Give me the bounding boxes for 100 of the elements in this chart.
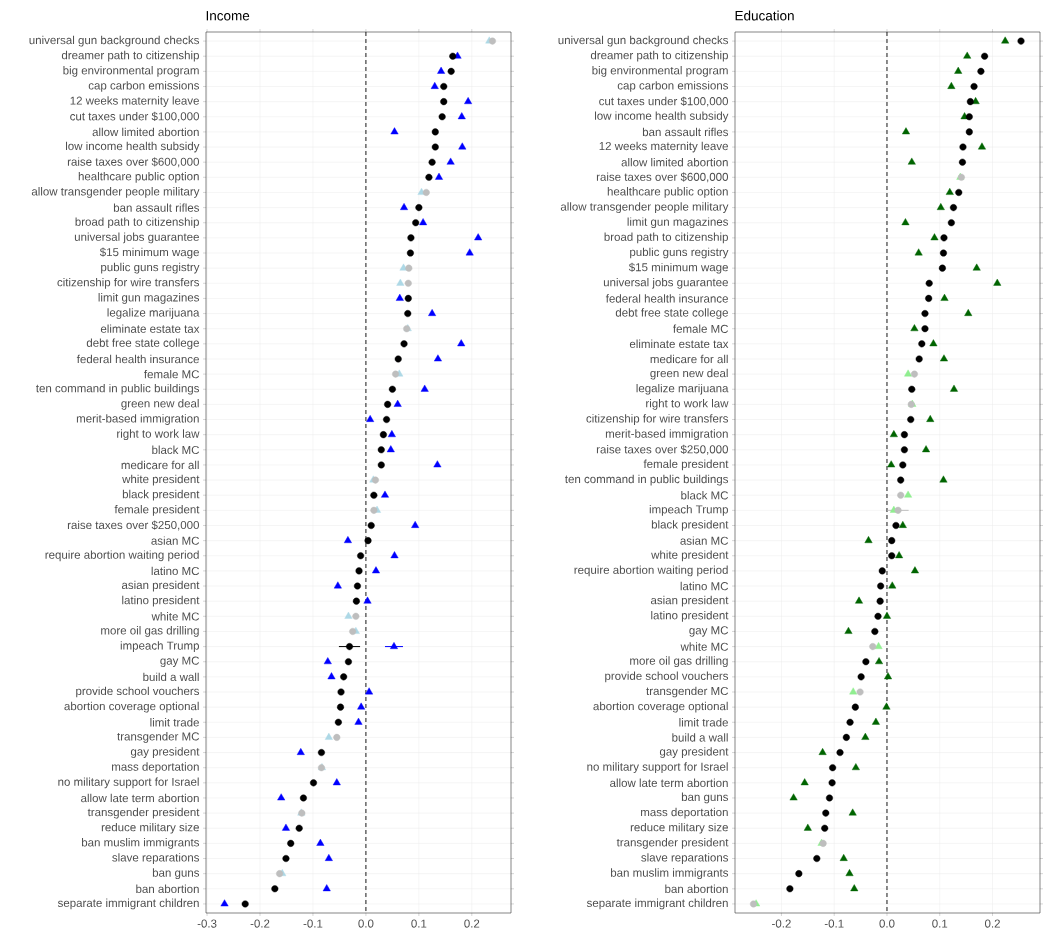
y-tick-label: latino MC [151,566,200,576]
y-tick-label: low income health subsidy [66,141,200,153]
y-tick-label: limit trade [150,718,199,727]
y-tick-label: universal gun background checks [558,35,729,47]
y-tick-label: raise taxes over $600,000 [596,172,729,183]
y-tick-label: mass deportation [112,762,199,774]
y-tick-label: ban guns [681,792,729,804]
y-tick-label: ban abortion [665,884,728,894]
y-tick-label: raise taxes over $250,000 [596,444,729,455]
x-tick-label: 0.0 [358,919,374,928]
x-tick-label: -0.1 [824,919,844,928]
y-tick-label: citizenship for wire transfers [57,277,200,289]
y-tick-label: require abortion waiting period [574,565,728,577]
y-tick-label: big environmental program [63,66,199,77]
y-tick-label: ban muslim immigrants [611,868,729,880]
x-tick-label: -0.2 [772,919,791,928]
y-tick-label: public guns registry [101,262,200,274]
y-tick-label: ban abortion [136,884,199,894]
y-tick-label: require abortion waiting period [45,550,199,562]
y-tick-label: 12 weeks maternity leave [599,141,728,153]
y-tick-label: white president [122,474,200,486]
y-tick-label: separate immigrant children [57,898,199,910]
y-tick-label: federal health insurance [76,354,199,364]
y-tick-label: healthcare public option [607,187,728,198]
y-tick-label: more oil gas drilling [101,626,199,637]
y-tick-label: $15 minimum wage [628,262,728,274]
y-tick-label: legalize marijuana [107,308,200,319]
y-tick-label: reduce military size [630,822,728,834]
y-tick-label: raise taxes over $250,000 [67,520,200,531]
y-tick-label: impeach Trump [649,504,728,516]
y-tick-label: female MC [144,369,200,379]
y-tick-label: build a wall [143,672,199,682]
y-tick-label: asian president [650,595,729,607]
y-tick-label: green new deal [650,368,728,380]
y-tick-label: healthcare public option [78,171,199,183]
y-tick-label: medicare for all [121,460,199,470]
y-tick-label: ban assault rifles [113,203,200,212]
y-tick-label: legalize marijuana [636,383,729,395]
y-tick-label: eliminate estate tax [100,324,200,333]
y-tick-label: allow late term abortion [610,778,728,788]
chart-title: Income [206,11,250,21]
y-tick-label: build a wall [672,733,728,742]
x-tick-label: -0.1 [303,919,323,928]
x-tick-label: 0.2 [984,919,1000,928]
y-tick-label: latino president [651,610,729,622]
y-tick-label: abortion coverage optional [593,701,728,713]
y-tick-label: limit gun magazines [98,293,200,304]
x-tick-label: -0.3 [197,919,217,928]
y-tick-label: right to work law [117,429,200,441]
y-tick-label: broad path to citizenship [604,232,728,244]
x-tick-label: 0.1 [411,919,427,928]
y-tick-label: allow late term abortion [81,793,199,803]
y-tick-label: allow transgender people military [31,187,200,198]
y-tick-label: dreamer path to citizenship [61,50,199,62]
y-tick-label: allow limited abortion [92,127,199,137]
x-tick-label: 0.1 [932,919,948,928]
y-tick-label: raise taxes over $600,000 [67,157,200,168]
y-tick-label: transgender president [616,838,729,849]
y-tick-label: female president [643,459,729,471]
y-tick-label: right to work law [646,399,729,410]
x-tick-label: 0.0 [879,919,895,928]
y-tick-label: white MC [151,612,200,621]
y-tick-label: asian president [121,580,200,592]
y-tick-label: ban muslim immigrants [81,838,200,849]
y-tick-label: asian MC [151,536,200,545]
y-tick-label: no military support for Israel [587,762,728,774]
y-tick-label: citizenship for wire transfers [586,414,729,425]
y-tick-label: cut taxes under $100,000 [70,111,200,122]
y-tick-label: slave reparations [112,853,200,864]
y-tick-label: female president [114,504,200,516]
y-tick-label: cap carbon emissions [88,81,200,92]
y-tick-label: universal jobs guarantee [603,277,728,289]
y-tick-label: black president [651,520,729,531]
y-tick-label: black president [122,489,200,501]
y-tick-label: allow limited abortion [621,157,728,167]
y-tick-label: asian MC [680,536,729,545]
y-tick-label: low income health subsidy [595,111,729,123]
y-tick-label: cap carbon emissions [617,81,729,92]
y-tick-label: ten command in public buildings [36,383,200,395]
y-tick-label: cut taxes under $100,000 [599,96,729,107]
y-tick-label: separate immigrant children [586,898,728,910]
y-tick-label: green new deal [121,399,199,410]
y-tick-label: female MC [673,324,729,333]
y-tick-label: transgender MC [646,686,729,698]
y-tick-label: dreamer path to citizenship [590,50,728,62]
y-tick-label: no military support for Israel [58,777,199,789]
y-tick-label: broad path to citizenship [75,217,199,229]
chart-title: Education [735,10,794,21]
y-tick-label: limit trade [679,718,728,727]
y-tick-label: black MC [152,445,200,455]
y-tick-label: impeach Trump [120,641,199,652]
y-tick-label: ban assault rifles [642,127,729,137]
y-tick-label: debt free state college [86,338,199,350]
y-tick-label: slave reparations [641,853,729,864]
y-tick-label: provide school vouchers [76,686,200,698]
y-tick-label: ten command in public buildings [565,474,729,486]
y-tick-label: abortion coverage optional [64,701,199,713]
y-tick-label: ban guns [152,868,200,880]
y-tick-label: mass deportation [641,807,728,819]
y-tick-label: white MC [680,642,729,651]
